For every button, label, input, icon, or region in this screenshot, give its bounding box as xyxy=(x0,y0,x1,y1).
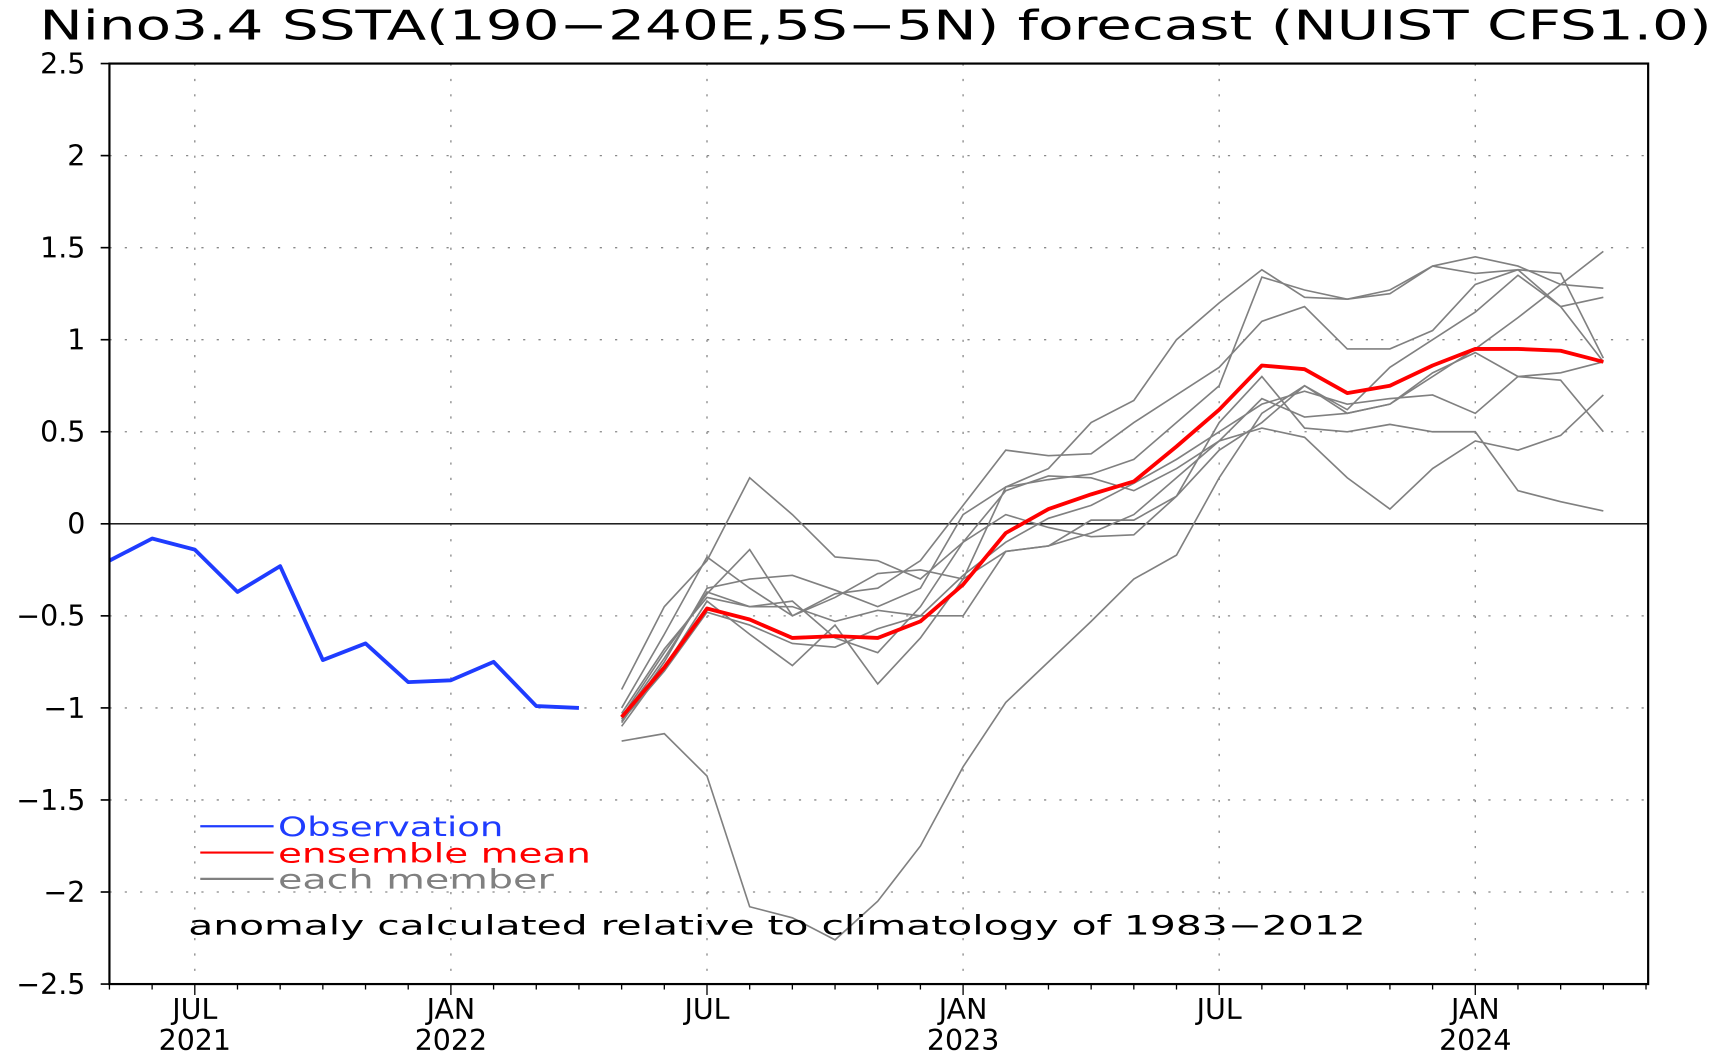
y-tick-label: −1.5 xyxy=(16,784,85,817)
climatology-annotation: anomaly calculated relative to climatolo… xyxy=(188,912,1366,942)
member-line xyxy=(620,375,1604,720)
y-tick-label: 2.5 xyxy=(40,47,85,80)
x-tick-label: JUL xyxy=(682,993,729,1026)
member-line xyxy=(621,394,1604,722)
x-tick-label: JAN xyxy=(425,993,476,1026)
x-tick-label: JUL xyxy=(1195,993,1242,1026)
y-tick-label: −2.5 xyxy=(16,968,85,1001)
chart-title: Nino3.4 SSTA(190−240E,5S−5N) forecast (N… xyxy=(39,1,1711,49)
legend-label-ensemble-mean: ensemble mean xyxy=(278,839,591,869)
member-line xyxy=(620,265,1604,727)
y-tick-label: 2 xyxy=(67,139,85,172)
member-line xyxy=(620,361,1604,714)
y-tick-label: −0.5 xyxy=(16,600,85,633)
y-tick-label: −1 xyxy=(43,692,85,725)
member-line xyxy=(620,268,1605,709)
x-tick-label: JUL xyxy=(170,993,217,1026)
y-tick-label: −2 xyxy=(43,876,85,909)
legend-label-each-member: each member xyxy=(278,866,554,896)
member-line xyxy=(620,250,1604,690)
x-tick-label: JAN xyxy=(1449,993,1500,1026)
member-line xyxy=(620,256,1604,724)
y-tick-label: 1.5 xyxy=(40,232,85,265)
y-tick-label: 0.5 xyxy=(40,416,85,449)
x-tick-year-label: 2023 xyxy=(927,1024,999,1052)
y-tick-label: 0 xyxy=(67,508,85,541)
legend-label-observation: Observation xyxy=(278,813,503,843)
x-tick-year-label: 2021 xyxy=(159,1024,231,1052)
observation-line xyxy=(108,536,580,710)
ensemble-mean-line xyxy=(620,346,1604,719)
member-line xyxy=(621,274,1604,941)
y-tick-label: 1 xyxy=(67,324,85,357)
member-lines xyxy=(620,250,1605,941)
y-axis: 2.5 2 1.5 1 0.5 0 −0.5 −1 −1.5 −2 −2.5 xyxy=(16,47,110,1001)
x-tick-label: JAN xyxy=(937,993,988,1026)
legend: Observation ensemble mean each member xyxy=(200,813,591,896)
member-line xyxy=(620,351,1604,718)
x-tick-year-label: 2024 xyxy=(1439,1024,1511,1052)
x-tick-year-label: 2022 xyxy=(415,1024,487,1052)
